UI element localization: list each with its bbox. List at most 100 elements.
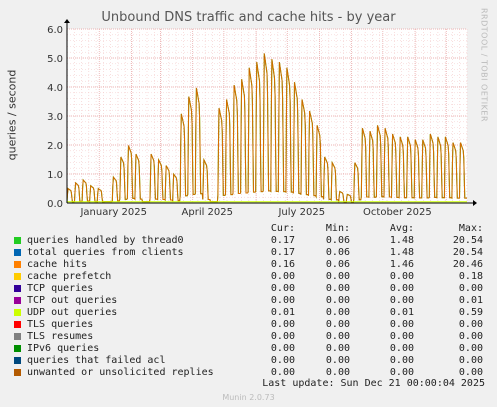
- legend-max-value: 20.54: [452, 235, 483, 246]
- legend-max-value: 0.00: [458, 343, 483, 354]
- legend-row: TLS queries 0.00 0.00 0.00 0.00: [12, 319, 487, 331]
- legend-max-value: 0.18: [458, 271, 483, 282]
- legend-cur-value: 0.17: [270, 235, 295, 246]
- legend-max-value: 20.54: [452, 247, 483, 258]
- legend-row: TCP queries 0.00 0.00 0.00 0.00: [12, 283, 487, 295]
- chart-title: Unbound DNS traffic and cache hits - by …: [101, 10, 396, 25]
- legend-label: TCP queries: [27, 283, 94, 294]
- legend-cur-value: 0.01: [270, 307, 295, 318]
- legend-label: cache prefetch: [27, 271, 112, 282]
- legend-max-value: 0.00: [458, 331, 483, 342]
- legend-min-value: 0.00: [325, 307, 350, 318]
- legend-avg-value: 1.48: [389, 247, 414, 258]
- legend-row: queries that failed acl 0.00 0.00 0.00 0.00: [12, 355, 487, 367]
- legend-label: TLS resumes: [27, 331, 94, 342]
- legend-min-value: 0.06: [325, 259, 350, 270]
- legend-row: cache prefetch 0.00 0.00 0.00 0.18: [12, 271, 487, 283]
- last-update: Last update: Sun Dec 21 00:00:04 2025: [262, 378, 485, 389]
- legend-swatch: [14, 357, 21, 364]
- y-tick-label: 2.0: [47, 141, 63, 152]
- legend-min-value: 0.00: [325, 355, 350, 366]
- legend-min-value: 0.06: [325, 235, 350, 246]
- legend-row: IPv6 queries 0.00 0.00 0.00 0.00: [12, 343, 487, 355]
- legend-swatch: [14, 369, 21, 376]
- legend-label: queries that failed acl: [27, 355, 166, 366]
- legend-avg-value: 0.00: [389, 319, 414, 330]
- legend-max-value: 20.46: [452, 259, 483, 270]
- y-tick-label: 3.0: [47, 112, 63, 123]
- legend-cur-value: 0.00: [270, 367, 295, 378]
- legend-avg-value: 0.01: [389, 307, 414, 318]
- legend-avg-value: 0.00: [389, 331, 414, 342]
- legend-min-value: 0.00: [325, 295, 350, 306]
- legend-swatch: [14, 249, 21, 256]
- legend-swatch: [14, 309, 21, 316]
- legend-cur-value: 0.00: [270, 343, 295, 354]
- legend-max-value: 0.00: [458, 355, 483, 366]
- legend-avg-value: 0.00: [389, 295, 414, 306]
- legend-swatch: [14, 333, 21, 340]
- legend-swatch: [14, 297, 21, 304]
- legend-cur-value: 0.00: [270, 283, 295, 294]
- legend-label: total queries from clients: [27, 247, 184, 258]
- legend-avg-value: 0.00: [389, 367, 414, 378]
- legend-swatch: [14, 273, 21, 280]
- legend-header: Avg:: [389, 223, 414, 234]
- legend-label: TLS queries: [27, 319, 94, 330]
- legend-min-value: 0.00: [325, 283, 350, 294]
- x-tick-label: April 2025: [182, 207, 233, 218]
- legend-cur-value: 0.00: [270, 295, 295, 306]
- legend-min-value: 0.00: [325, 319, 350, 330]
- legend-avg-value: 0.00: [389, 271, 414, 282]
- legend-max-value: 0.59: [458, 307, 483, 318]
- y-axis-arrow: [64, 19, 70, 23]
- legend-row: unwanted or unsolicited replies 0.00 0.00 0…: [12, 367, 487, 379]
- x-tick-label: July 2025: [277, 207, 325, 218]
- legend-min-value: 0.00: [325, 271, 350, 282]
- legend-avg-value: 0.00: [389, 355, 414, 366]
- legend-header: Max:: [458, 223, 483, 234]
- legend-row: UDP out queries 0.01 0.00 0.01 0.59: [12, 307, 487, 319]
- legend-cur-value: 0.00: [270, 355, 295, 366]
- legend-swatch: [14, 237, 21, 244]
- legend-avg-value: 0.00: [389, 343, 414, 354]
- legend-avg-value: 1.46: [389, 259, 414, 270]
- legend-max-value: 0.01: [458, 295, 483, 306]
- legend-min-value: 0.00: [325, 331, 350, 342]
- legend-label: UDP out queries: [27, 307, 118, 318]
- x-tick-label: January 2025: [79, 207, 147, 218]
- legend-label: unwanted or unsolicited replies: [27, 367, 214, 378]
- legend-row: TCP out queries 0.00 0.00 0.00 0.01: [12, 295, 487, 307]
- y-tick-label: 0.0: [47, 199, 63, 210]
- legend-cur-value: 0.00: [270, 271, 295, 282]
- legend-row: queries handled by thread0 0.17 0.06 1.48 20…: [12, 235, 487, 247]
- y-tick-label: 1.0: [47, 170, 63, 181]
- legend-cur-value: 0.17: [270, 247, 295, 258]
- legend-header: Min:: [325, 223, 350, 234]
- y-tick-label: 6.0: [47, 25, 63, 36]
- legend-avg-value: 0.00: [389, 283, 414, 294]
- x-axis-arrow: [473, 200, 477, 206]
- legend-swatch: [14, 321, 21, 328]
- legend-row: total queries from clients 0.17 0.06 1.48 20…: [12, 247, 487, 259]
- legend-min-value: 0.00: [325, 367, 350, 378]
- legend-swatch: [14, 285, 21, 292]
- legend-label: queries handled by thread0: [27, 235, 184, 246]
- legend-max-value: 0.00: [458, 367, 483, 378]
- legend-label: cache hits: [27, 259, 88, 270]
- legend-row: TLS resumes 0.00 0.00 0.00 0.00: [12, 331, 487, 343]
- legend-max-value: 0.00: [458, 283, 483, 294]
- y-tick-label: 4.0: [47, 83, 63, 94]
- legend-cur-value: 0.00: [270, 331, 295, 342]
- legend-row: cache hits 0.16 0.06 1.46 20.46: [12, 259, 487, 271]
- legend-swatch: [14, 345, 21, 352]
- legend-max-value: 0.00: [458, 319, 483, 330]
- legend-avg-value: 1.48: [389, 235, 414, 246]
- legend-min-value: 0.06: [325, 247, 350, 258]
- legend-header: Cur:: [270, 223, 295, 234]
- legend-cur-value: 0.16: [270, 259, 295, 270]
- legend-cur-value: 0.00: [270, 319, 295, 330]
- x-tick-label: October 2025: [363, 207, 432, 218]
- legend-label: TCP out queries: [27, 295, 118, 306]
